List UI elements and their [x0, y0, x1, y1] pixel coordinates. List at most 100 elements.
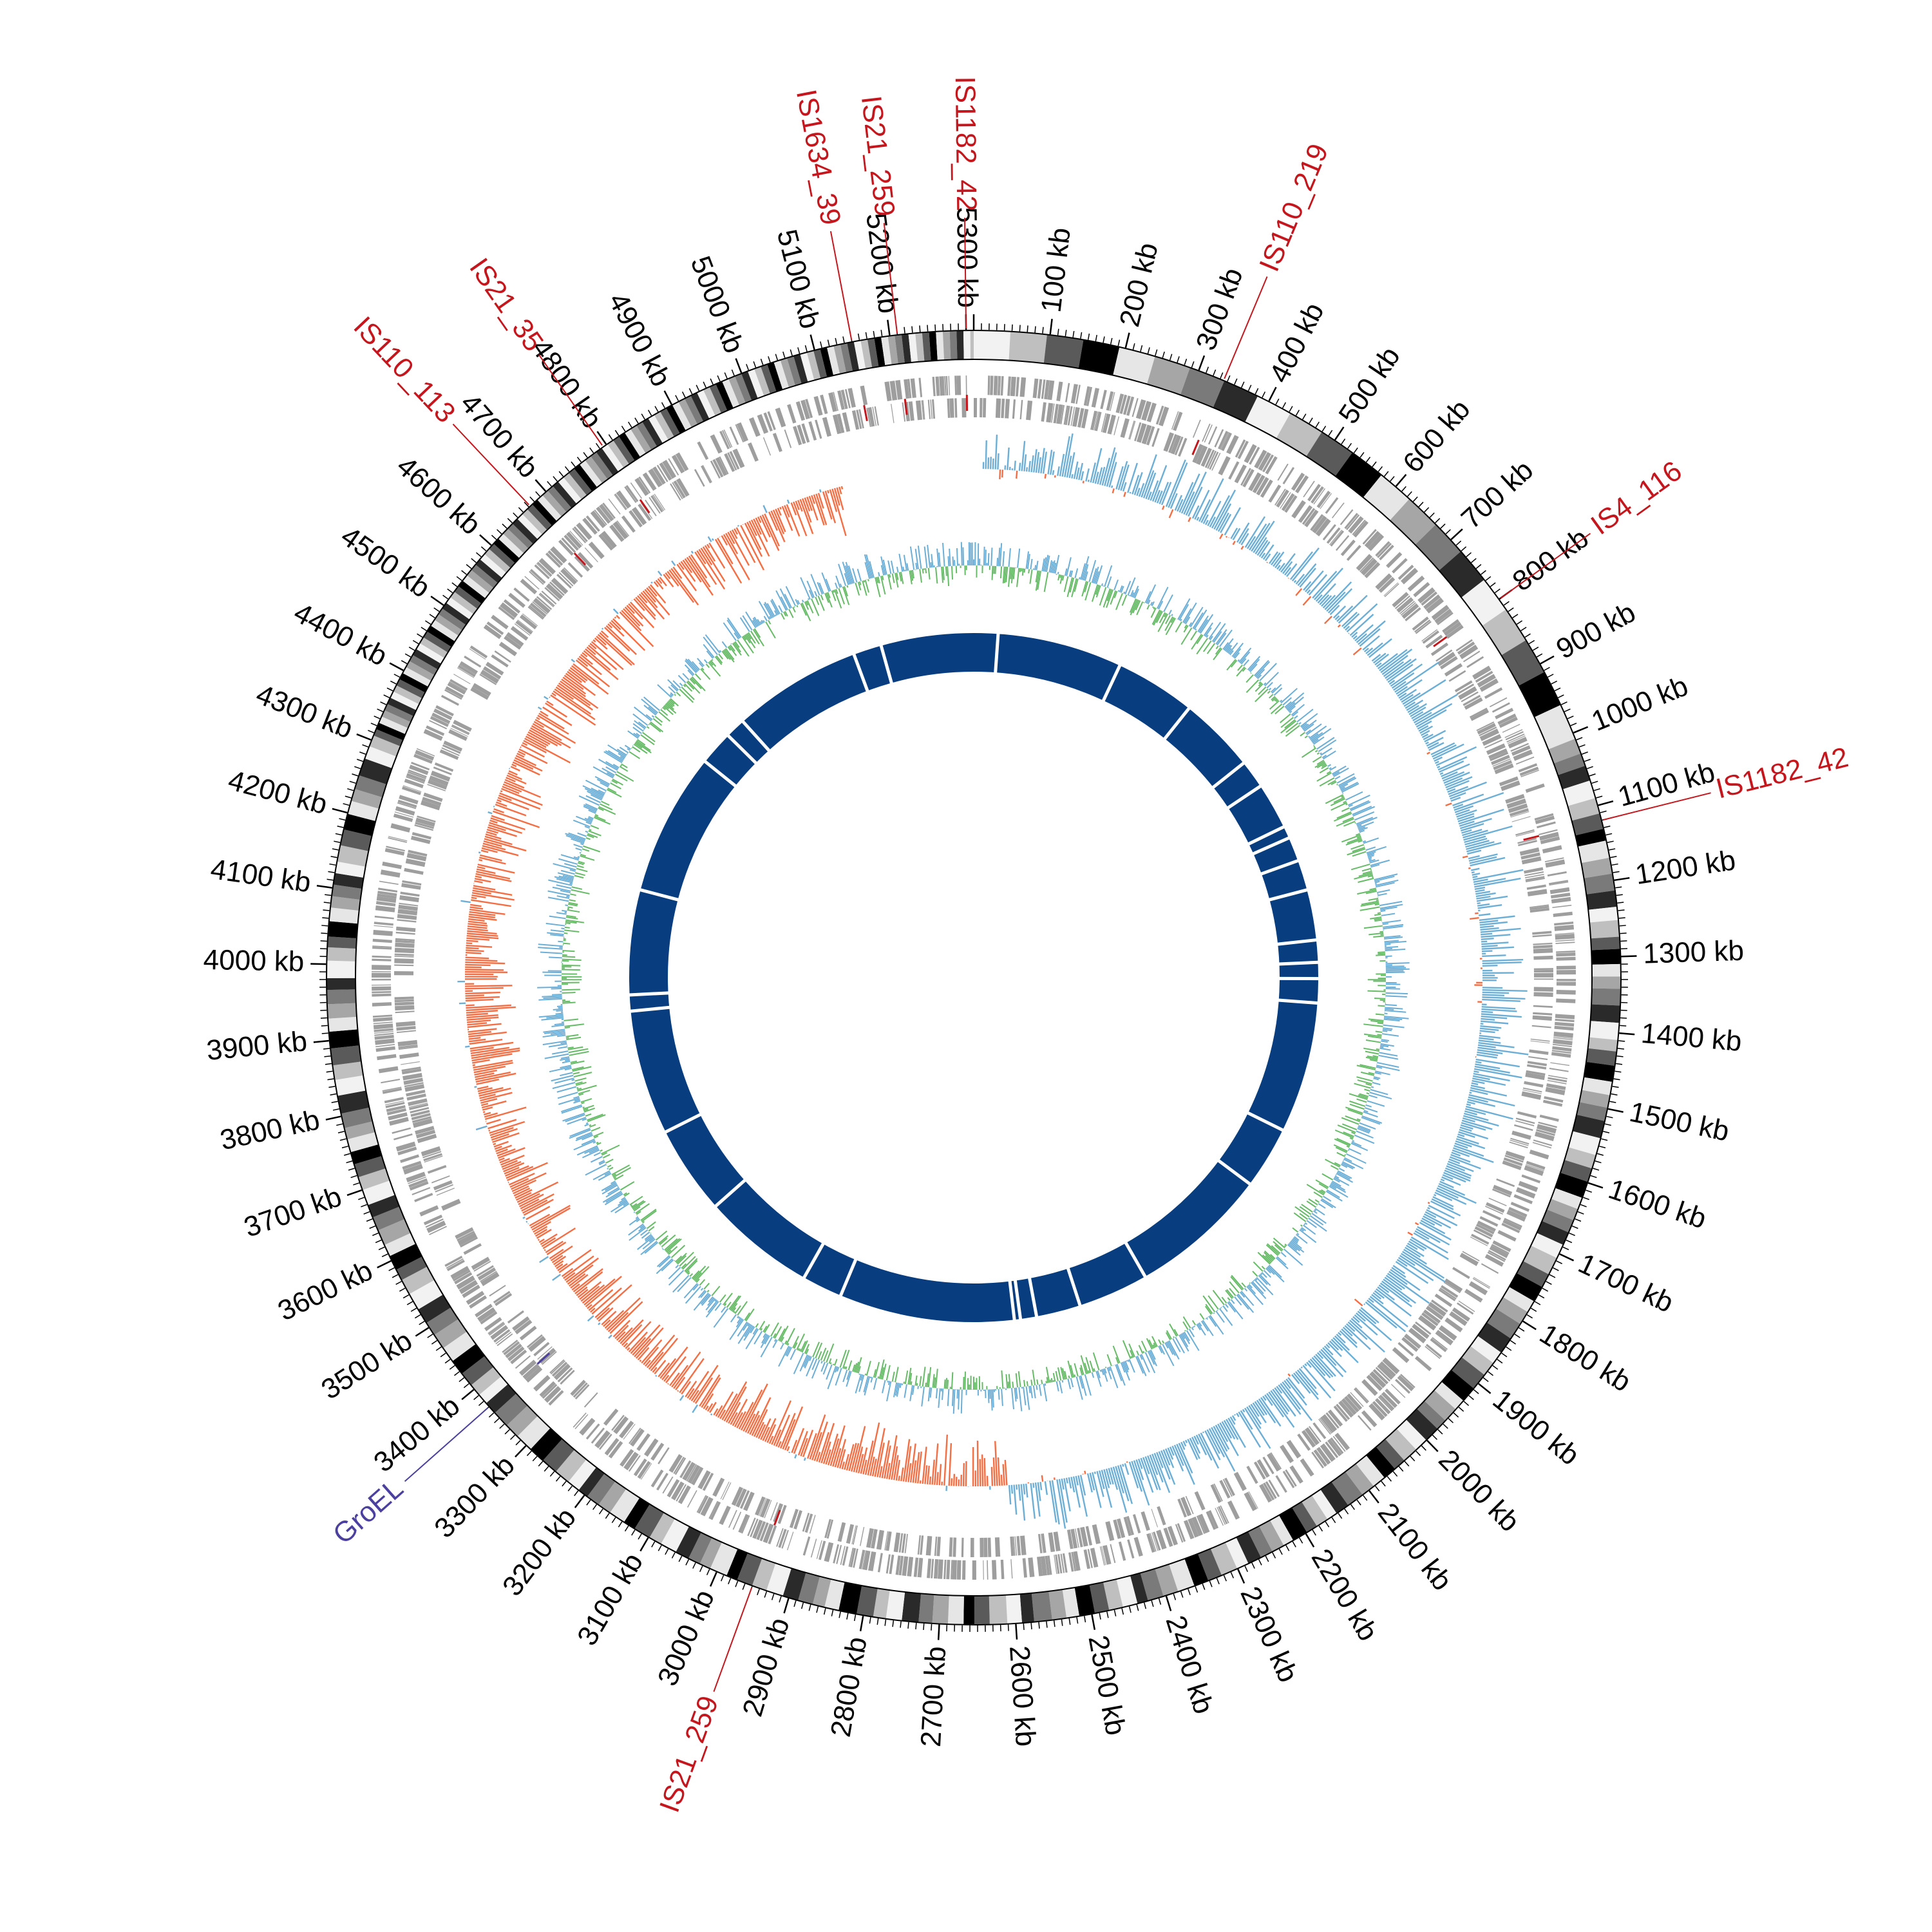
gc-content-bar	[1314, 1209, 1317, 1212]
gene-block	[998, 375, 1001, 395]
gc-content-bar	[1251, 1281, 1264, 1294]
gc-skew-bar	[591, 641, 624, 670]
gc-skew-bar	[838, 1449, 846, 1469]
gc-content-bar	[1296, 708, 1314, 723]
gene-block	[1432, 1337, 1448, 1350]
gene-block	[1041, 1533, 1046, 1553]
gene-block	[446, 1258, 464, 1269]
gene-block	[893, 1532, 901, 1553]
gene-block	[860, 385, 868, 406]
gene-block	[795, 401, 806, 421]
gc-skew-bar	[768, 1435, 774, 1444]
gc-skew-bar	[1481, 1008, 1517, 1012]
gene-block	[710, 460, 721, 479]
gc-skew-bar	[1459, 1126, 1472, 1132]
gene-block	[549, 1359, 565, 1374]
gc-content-bar	[1213, 1312, 1215, 1314]
gene-block	[837, 413, 845, 433]
gc-content-bar	[1327, 779, 1336, 786]
cytoband	[932, 1595, 949, 1625]
gc-content-bar	[732, 643, 742, 656]
gc-skew-bar	[1311, 1357, 1331, 1379]
gene-block	[1267, 1453, 1281, 1472]
gc-skew-bar	[772, 509, 785, 535]
gc-skew-bar	[530, 727, 562, 746]
gc-content-bar	[1308, 1217, 1327, 1232]
minor-tick	[1615, 1070, 1622, 1073]
gene-block	[954, 398, 958, 418]
gc-content-bar	[760, 1336, 773, 1358]
gene-block	[480, 1272, 500, 1287]
gc-skew-bar	[1080, 471, 1084, 481]
gc-skew-bar	[1193, 1435, 1199, 1445]
gc-content-bar	[1380, 1043, 1394, 1047]
minor-tick	[1410, 1455, 1416, 1462]
gc-content-bar	[1383, 925, 1403, 930]
gc-content-bar	[1313, 1191, 1323, 1198]
gc-skew-bar	[583, 1278, 616, 1306]
gc-content-bar	[1329, 766, 1337, 771]
gene-block	[394, 958, 414, 964]
gc-content-bar	[554, 876, 573, 882]
gene-block	[1222, 1479, 1233, 1497]
gc-content-bar	[1333, 1144, 1348, 1152]
gene-block	[933, 1559, 939, 1579]
gene-block	[1005, 399, 1010, 419]
gc-skew-bar	[1423, 734, 1434, 741]
minor-tick	[1177, 356, 1180, 363]
gc-skew-bar	[1470, 867, 1480, 871]
gc-content-bar	[1357, 824, 1362, 828]
gc-content-bar	[792, 1336, 799, 1349]
gene-block	[935, 376, 940, 396]
cytoband	[793, 354, 808, 384]
minor-tick	[853, 1614, 857, 1622]
gc-content-bar	[1016, 567, 1020, 587]
gc-content-bar	[1329, 1184, 1337, 1189]
gc-content-bar	[1177, 598, 1191, 620]
gc-content-bar	[618, 1199, 627, 1206]
minor-tick	[1437, 1429, 1443, 1435]
gc-content-bar	[619, 1198, 627, 1204]
gc-skew-bar	[1249, 523, 1267, 551]
gene-block	[484, 1317, 502, 1332]
minor-tick	[328, 1086, 336, 1088]
minor-tick	[1390, 476, 1395, 482]
gc-skew-bar	[762, 505, 768, 513]
gene-block	[1073, 1551, 1081, 1571]
gene-block	[1319, 1417, 1332, 1434]
gene-block	[472, 683, 491, 697]
cytoband	[1441, 1370, 1474, 1401]
gc-content-bar	[882, 1379, 886, 1394]
gene-block	[473, 1260, 491, 1272]
gc-content-bar	[1300, 713, 1318, 727]
gc-skew-bar	[1472, 873, 1481, 876]
minor-tick	[1381, 1481, 1386, 1487]
gene-block	[1188, 1518, 1199, 1538]
minor-tick	[827, 339, 830, 346]
gene-block	[787, 404, 797, 424]
cytoband	[344, 1121, 375, 1140]
gene-block	[1313, 1449, 1327, 1467]
minor-tick	[869, 1617, 871, 1624]
gc-skew-bar	[1444, 777, 1463, 786]
gc-content-bar	[1313, 746, 1316, 748]
gc-content-bar	[1092, 566, 1099, 583]
gene-block	[1321, 1414, 1338, 1432]
gc-content-bar	[538, 998, 562, 1001]
gc-content-bar	[640, 1229, 649, 1236]
gc-skew-bar	[1427, 1202, 1430, 1204]
cytoband	[1278, 1507, 1307, 1540]
gc-content-bar	[1041, 1379, 1043, 1385]
gene-block	[1425, 1343, 1443, 1358]
minor-tick	[647, 410, 652, 416]
gc-content-bar	[1316, 752, 1320, 755]
gc-skew-bar	[1035, 451, 1040, 473]
gc-content-bar	[1334, 1177, 1350, 1186]
gc-skew-bar	[490, 1128, 518, 1139]
gene-block	[1534, 1131, 1555, 1142]
major-tick	[356, 733, 372, 741]
gc-skew-bar	[855, 1446, 864, 1473]
gc-skew-bar	[692, 1404, 699, 1414]
gene-block	[406, 1171, 426, 1183]
gc-content-bar	[1363, 837, 1379, 844]
